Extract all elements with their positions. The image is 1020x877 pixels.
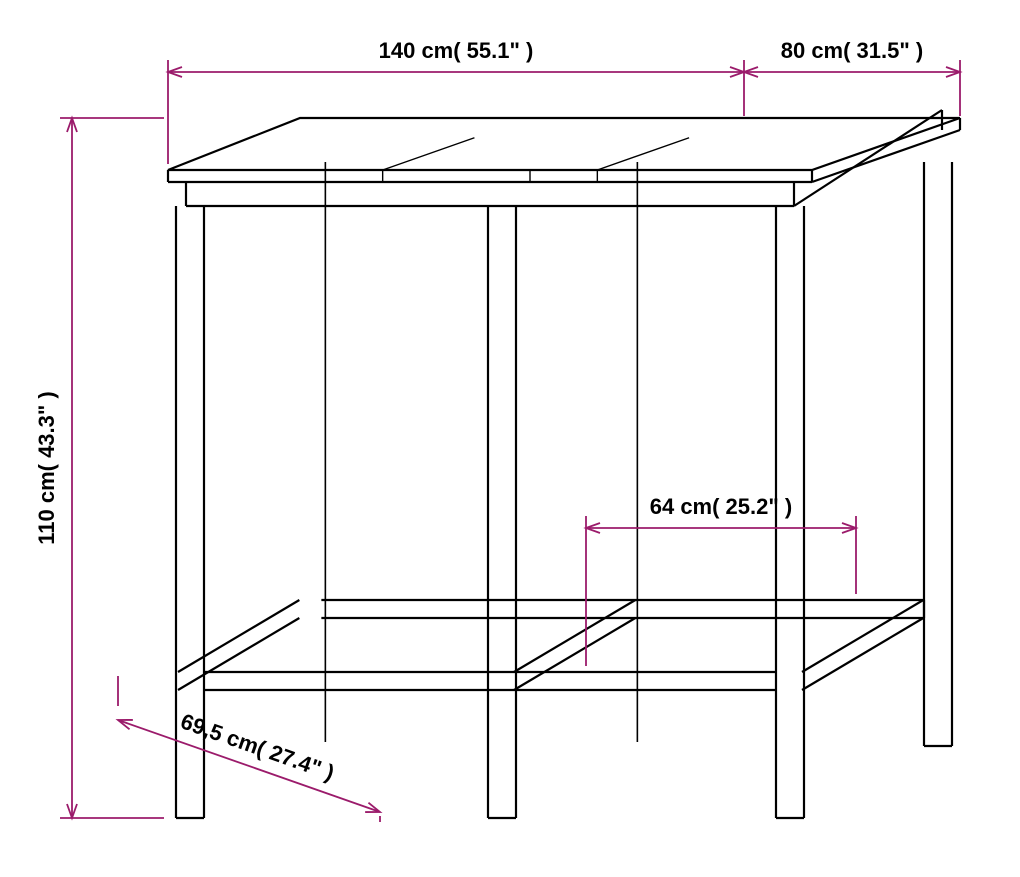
- table-drawing: [168, 110, 960, 818]
- dim-inner-depth-label: 64 cm( 25.2" ): [650, 494, 793, 519]
- dimensions: 140 cm( 55.1" ) 80 cm( 31.5" ) 110 cm( 43.…: [34, 38, 960, 822]
- dim-depth-label: 80 cm( 31.5" ): [781, 38, 924, 63]
- dim-height-label: 110 cm( 43.3" ): [34, 391, 59, 545]
- dim-inner-width-label: 69,5 cm( 27.4" ): [177, 708, 337, 785]
- dim-width-label: 140 cm( 55.1" ): [379, 38, 534, 63]
